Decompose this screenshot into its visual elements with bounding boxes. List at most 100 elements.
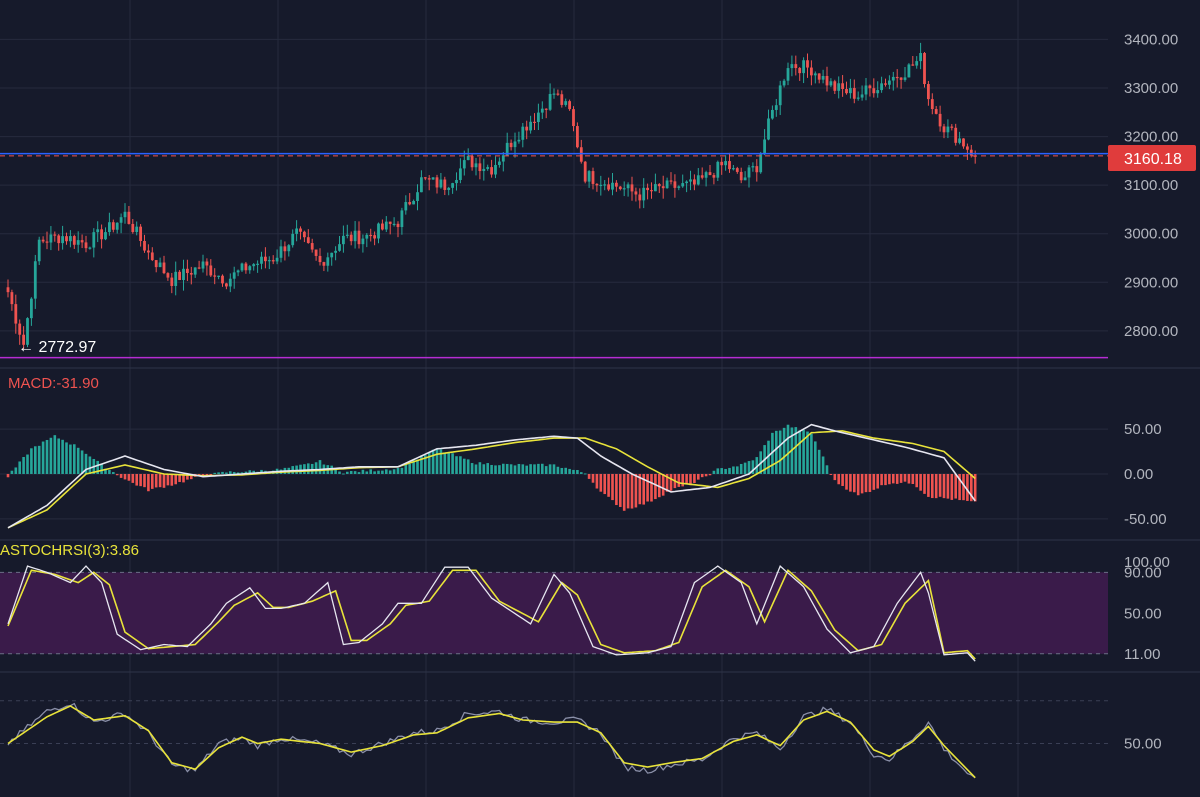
- candle-body: [576, 126, 579, 148]
- macd-histogram-bar: [96, 460, 99, 474]
- candle-body: [486, 167, 490, 169]
- macd-histogram-bar: [962, 473, 965, 501]
- macd-histogram-bar: [802, 429, 805, 474]
- candle-body: [490, 167, 493, 175]
- candle-body: [49, 234, 53, 243]
- macd-histogram-bar: [611, 473, 614, 501]
- candle-body: [431, 177, 435, 180]
- candle-body: [618, 186, 622, 190]
- price-tick-label: 3000.00: [1124, 226, 1178, 243]
- macd-histogram-bar: [420, 455, 423, 474]
- macd-histogram-bar: [739, 463, 743, 474]
- macd-histogram-bar: [552, 464, 556, 474]
- candle-body: [353, 230, 357, 242]
- macd-histogram-bar: [34, 446, 37, 474]
- candle-body: [880, 83, 883, 91]
- candle-body: [209, 265, 213, 276]
- candle-body: [907, 64, 911, 78]
- macd-histogram-bar: [314, 462, 318, 474]
- candle-body: [650, 190, 653, 192]
- macd-histogram-bar: [338, 471, 341, 474]
- macd-title: MACD:-31.90: [8, 375, 99, 392]
- macd-histogram-bar: [463, 458, 466, 474]
- candle-body: [291, 233, 295, 246]
- candle-body: [244, 263, 248, 271]
- candle-body: [435, 177, 439, 188]
- candle-body: [72, 236, 76, 245]
- candle-body: [794, 64, 798, 69]
- candle-body: [232, 272, 236, 279]
- candle-body: [704, 172, 708, 178]
- price-axis[interactable]: 3400.00 3300.00 3200.00 3100.00 3000.00 2900.…: [1124, 31, 1178, 752]
- macd-histogram-bar: [634, 473, 638, 508]
- macd-histogram-bar: [572, 469, 575, 474]
- candle-body: [517, 139, 521, 142]
- candle-body: [256, 263, 259, 265]
- macd-histogram-bar: [564, 467, 567, 474]
- macd-histogram-bar: [225, 472, 228, 474]
- candle-body: [61, 236, 64, 244]
- candle-body: [369, 234, 373, 237]
- macd-histogram-bar: [427, 452, 431, 474]
- macd-histogram-bar: [576, 470, 579, 474]
- candle-body: [150, 252, 154, 261]
- macd-histogram-bar: [502, 463, 505, 474]
- macd-histogram-bar: [310, 463, 314, 474]
- candle-body: [930, 99, 934, 110]
- candle-body: [891, 76, 895, 81]
- macd-histogram-bar: [482, 464, 486, 474]
- candle-body: [178, 271, 181, 281]
- candle-body: [833, 81, 837, 91]
- macd-histogram-bar: [544, 466, 548, 474]
- macd-tick-label: 50.00: [1124, 421, 1162, 438]
- price-pane[interactable]: [0, 42, 1108, 359]
- price-tick-label: 2900.00: [1124, 274, 1178, 291]
- macd-histogram-bar: [915, 473, 918, 488]
- macd-histogram-bar: [923, 473, 926, 494]
- candle-body: [217, 275, 220, 277]
- macd-histogram-bar: [61, 439, 64, 474]
- bottom-tick-label: 50.00: [1124, 736, 1162, 753]
- candle-body: [494, 164, 497, 175]
- candle-body: [693, 179, 696, 185]
- stochrsi-tick-label: 100.00: [1124, 554, 1170, 571]
- candle-body: [837, 83, 841, 91]
- macd-histogram-bar: [186, 473, 189, 480]
- candle-body: [759, 154, 763, 173]
- macd-histogram-bar: [658, 473, 661, 498]
- macd-histogram-bar: [837, 473, 840, 485]
- macd-histogram-bar: [806, 431, 809, 474]
- macd-histogram-bar: [439, 449, 443, 474]
- macd-histogram-bar: [880, 473, 883, 486]
- candle-body: [771, 109, 774, 119]
- macd-histogram-bar: [724, 468, 727, 474]
- candle-body: [225, 283, 228, 287]
- macd-histogram-bar: [521, 464, 525, 474]
- macd-histogram-bar: [334, 468, 337, 474]
- candle-body: [579, 147, 583, 162]
- macd-histogram-bar: [459, 456, 462, 474]
- macd-histogram-bar: [478, 462, 482, 474]
- candle-body: [689, 179, 692, 182]
- candle-body: [841, 83, 844, 89]
- candle-body: [946, 126, 950, 133]
- candle-body: [392, 223, 396, 226]
- low-marker-label: ← 2772.97: [18, 339, 96, 356]
- candle-body: [564, 101, 568, 105]
- candle-body: [474, 163, 478, 168]
- candle-body: [322, 262, 326, 266]
- macd-histogram-bar: [615, 473, 618, 506]
- macd-histogram-bar: [346, 471, 349, 474]
- macd-histogram-bar: [65, 442, 68, 474]
- candle-body: [732, 168, 735, 170]
- macd-histogram-bar: [689, 473, 692, 486]
- candle-body: [708, 172, 712, 176]
- candle-body: [911, 64, 915, 66]
- stochrsi-pane[interactable]: [0, 564, 1108, 662]
- candle-body: [681, 183, 685, 187]
- macd-pane[interactable]: [6, 423, 977, 529]
- macd-histogram-bar: [775, 430, 778, 474]
- bottom-oscillator-pane[interactable]: [7, 702, 976, 779]
- macd-histogram-bar: [443, 452, 447, 474]
